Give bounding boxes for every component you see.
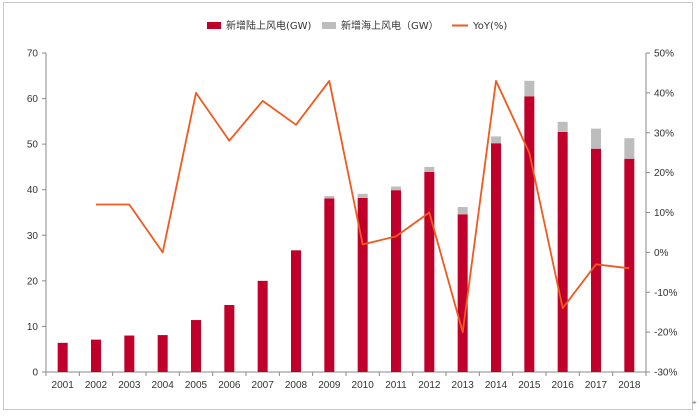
offshore-bar-2015	[524, 80, 535, 97]
x-tick-label: 2015	[518, 380, 541, 391]
right-tick-label: -10%	[654, 288, 677, 299]
onshore-bar-2009	[324, 198, 335, 372]
x-tick-label: 2012	[418, 380, 441, 391]
right-tick-label: -30%	[654, 368, 677, 379]
onshore-bar-2010	[357, 197, 368, 372]
x-tick-label: 2016	[552, 380, 575, 391]
x-tick-label: 2005	[185, 380, 208, 391]
right-tick-label: 20%	[654, 168, 674, 179]
onshore-bar-2013	[457, 214, 468, 372]
yoy-line	[96, 80, 630, 334]
x-tick-label: 2004	[152, 380, 175, 391]
x-tick-label: 2014	[485, 380, 508, 391]
onshore-bar-2015	[524, 96, 535, 373]
onshore-bar-2002	[91, 339, 101, 372]
x-tick-label: 2018	[618, 380, 641, 391]
onshore-bar-2007	[257, 280, 268, 372]
offshore-bar-2018	[624, 138, 635, 159]
right-tick-label: 30%	[654, 128, 674, 139]
offshore-bar-2013	[457, 207, 468, 215]
right-tick-label: -20%	[654, 328, 677, 339]
x-tick-label: 2007	[252, 380, 275, 391]
offshore-bar-2017	[591, 128, 601, 149]
offshore-bar-2010	[357, 193, 368, 198]
onshore-bar-2012	[424, 171, 435, 372]
legend-label-yoy: YoY(%)	[472, 21, 507, 32]
onshore-bar-2014	[491, 143, 501, 372]
onshore-bar-2017	[591, 148, 601, 372]
right-tick-label: 0%	[654, 248, 669, 259]
corner-mark-icon: ⌖	[692, 398, 697, 407]
left-tick-label: 30	[27, 231, 39, 242]
offshore-bar-2009	[324, 196, 335, 199]
onshore-bar-2003	[124, 335, 135, 372]
onshore-bar-2006	[224, 305, 235, 372]
x-tick-label: 2010	[352, 380, 375, 391]
x-tick-label: 2011	[385, 380, 407, 391]
legend-swatch-onshore	[207, 22, 221, 29]
onshore-bar-2008	[291, 250, 301, 372]
x-tick-label: 2008	[285, 380, 308, 391]
offshore-bar-2016	[557, 121, 568, 132]
onshore-bar-2001	[57, 342, 68, 372]
left-tick-label: 10	[27, 322, 39, 333]
x-tick-label: 2009	[318, 380, 341, 391]
right-tick-label: 50%	[654, 49, 674, 60]
onshore-bar-2016	[557, 131, 568, 372]
offshore-bar-2011	[391, 186, 401, 191]
legend-swatch-offshore	[322, 22, 336, 29]
onshore-bar-2011	[391, 190, 401, 372]
x-tick-label: 2006	[218, 380, 241, 391]
legend-label-offshore: 新增海上风电（GW）	[341, 19, 439, 32]
x-tick-label: 2003	[118, 380, 141, 391]
x-tick-label: 2001	[52, 380, 75, 391]
chart-frame: 0 10 20 30 40 50 60 70 -30% -20% -10% 0% 10% 20% 30% 40…	[3, 2, 693, 410]
onshore-bar-2005	[191, 320, 201, 372]
left-tick-label: 70	[27, 49, 39, 60]
left-tick-label: 20	[27, 276, 39, 287]
left-tick-label: 0	[32, 368, 38, 379]
left-tick-label: 40	[27, 185, 39, 196]
offshore-bar-2014	[491, 136, 501, 144]
offshore-bar-2012	[424, 166, 435, 172]
x-tick-label: 2017	[585, 380, 608, 391]
right-tick-label: 10%	[654, 208, 674, 219]
wind-capacity-chart: 0 10 20 30 40 50 60 70 -30% -20% -10% 0% 10% 20% 30% 40…	[27, 19, 678, 391]
x-tick-label: 2002	[85, 380, 108, 391]
onshore-bar-2018	[624, 158, 635, 372]
left-tick-label: 60	[27, 94, 39, 105]
x-tick-label: 2013	[452, 380, 475, 391]
legend-label-onshore: 新增陆上风电(GW)	[226, 19, 312, 32]
onshore-bar-2004	[157, 335, 168, 372]
left-tick-label: 50	[27, 140, 39, 151]
right-tick-label: 40%	[654, 88, 674, 99]
